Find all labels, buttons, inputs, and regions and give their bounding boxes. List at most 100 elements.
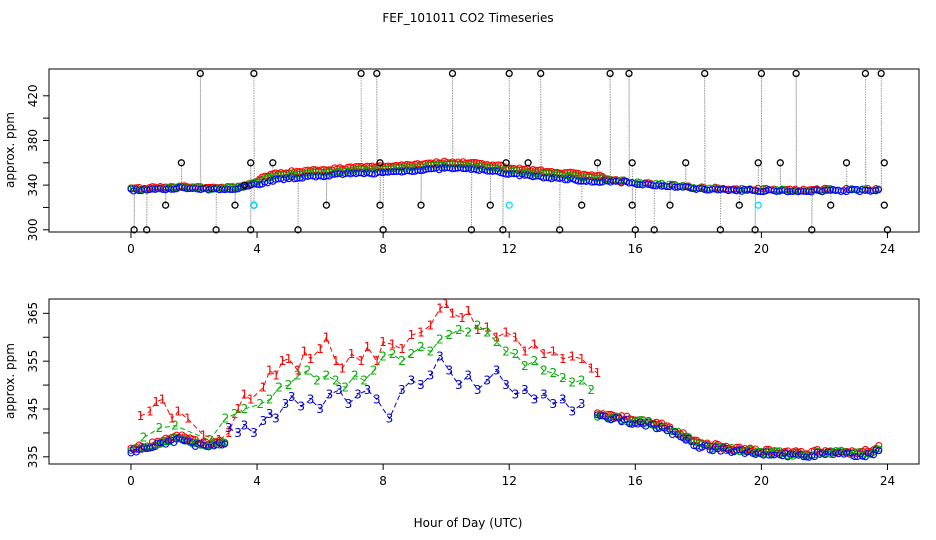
bottom-point-label-1: 1 — [247, 392, 255, 406]
bottom-point-label-1: 1 — [521, 345, 529, 359]
bottom-point-label-3: 3 — [373, 392, 381, 406]
top-spike-point — [827, 201, 835, 209]
bottom-point-label-3: 3 — [568, 404, 576, 418]
bottom-y-tick-label: 335 — [26, 445, 40, 468]
top-spike-point — [628, 201, 636, 209]
bottom-point-label-1: 1 — [458, 311, 466, 325]
bottom-point-label-3: 3 — [549, 397, 557, 411]
bottom-series-line-1 — [140, 303, 598, 441]
bottom-point-label-1: 1 — [278, 354, 286, 368]
bottom-point-label-2: 2 — [351, 369, 359, 383]
bottom-point-label-1: 1 — [272, 369, 280, 383]
x-axis-label: Hour of Day (UTC) — [414, 516, 523, 530]
bottom-point-label-1: 1 — [285, 352, 293, 366]
bottom-point-label-3: 3 — [398, 383, 406, 397]
bottom-point-label-1: 1 — [578, 352, 586, 366]
bottom-point-label-3: 3 — [512, 388, 520, 402]
bottom-point-label-3: 3 — [316, 402, 324, 416]
bottom-point-label-2: 2 — [313, 373, 321, 387]
top-spike-point — [880, 159, 888, 167]
top-spike-point — [240, 181, 249, 189]
bottom-point-label-2: 2 — [304, 364, 312, 378]
top-x-tick-label: 12 — [502, 242, 517, 256]
top-spike-point — [322, 201, 331, 209]
bottom-series-line-2 — [143, 324, 592, 441]
bottom-point-label-3: 3 — [259, 414, 267, 428]
top-x-tick-label: 8 — [379, 242, 387, 256]
bottom-point-label-1: 1 — [568, 349, 576, 363]
bottom-point-label-3: 3 — [427, 369, 435, 383]
bottom-point-label-2: 2 — [155, 421, 163, 435]
bottom-point-label-2: 2 — [294, 369, 302, 383]
bottom-point-label-3: 3 — [445, 364, 453, 378]
top-spike-point — [808, 226, 816, 234]
bottom-point-label-1: 1 — [323, 330, 331, 344]
bottom-point-label-1: 1 — [594, 366, 602, 380]
bottom-point-label-1: 1 — [364, 340, 372, 354]
bottom-point-label-3: 3 — [307, 392, 315, 406]
top-point-level-3 — [874, 186, 883, 194]
top-plot-frame — [48, 68, 920, 233]
bottom-point-label-1: 1 — [427, 318, 435, 332]
bottom-x-tick-label: 20 — [754, 474, 769, 488]
top-spike-point — [177, 159, 186, 167]
bottom-y-tick-label: 365 — [26, 302, 40, 325]
bottom-point-label-3: 3 — [408, 373, 416, 387]
top-spike-point — [499, 226, 507, 234]
bottom-point-label-2: 2 — [341, 381, 349, 395]
bottom-point-label-3: 3 — [483, 373, 491, 387]
bottom-point-label-3: 3 — [326, 388, 334, 402]
bottom-point-label-2: 2 — [474, 318, 482, 332]
top-y-axis-label: approx. ppm — [3, 112, 17, 188]
bottom-point-label-2: 2 — [559, 371, 567, 385]
top-spike-point — [701, 69, 709, 78]
bottom-point-label-3: 3 — [288, 390, 296, 404]
bottom-point-label-1: 1 — [234, 402, 242, 416]
bottom-point-label-3: 3 — [272, 412, 280, 426]
bottom-point-label-1: 1 — [483, 321, 491, 335]
top-spike-point — [467, 226, 476, 234]
bottom-point-label-3: 3 — [225, 421, 233, 435]
bottom-x-tick-label: 12 — [502, 474, 517, 488]
bottom-point-label-1: 1 — [389, 337, 397, 351]
top-spike-point — [757, 69, 766, 78]
bottom-point-label-2: 2 — [427, 345, 435, 359]
top-plot-marks — [127, 69, 892, 234]
top-spike-point — [861, 69, 870, 78]
bottom-point-label-2: 2 — [389, 347, 397, 361]
top-flagged-point — [250, 201, 258, 209]
top-spike-point — [682, 159, 690, 167]
bottom-point-label-2: 2 — [512, 347, 520, 361]
top-spike-point — [877, 69, 885, 78]
bottom-point-label-1: 1 — [379, 335, 387, 349]
bottom-point-label-3: 3 — [559, 392, 567, 406]
bottom-point-label-3: 3 — [493, 364, 501, 378]
top-spike-point — [666, 201, 674, 209]
bottom-point-label-1: 1 — [442, 297, 450, 311]
top-raw-line — [130, 73, 884, 230]
bottom-point-label-3: 3 — [502, 378, 510, 392]
bottom-point-label-1: 1 — [398, 342, 406, 356]
top-spike-point — [606, 69, 614, 78]
top-spike-point — [650, 226, 658, 234]
bottom-point-label-1: 1 — [373, 354, 381, 368]
bottom-point-label-2: 2 — [408, 347, 416, 361]
top-spike-point — [448, 69, 457, 78]
bottom-point-label-1: 1 — [168, 412, 176, 426]
bottom-point-label-2: 2 — [256, 397, 264, 411]
top-spike-point — [376, 201, 384, 209]
top-spike-point — [486, 201, 494, 209]
bottom-point-label-1: 1 — [587, 361, 595, 375]
top-spike-point — [716, 226, 725, 234]
bottom-point-label-1: 1 — [225, 426, 233, 440]
bottom-point-label-2: 2 — [206, 433, 214, 447]
top-spike-point — [373, 69, 381, 78]
bottom-point-label-1: 1 — [348, 347, 356, 361]
top-spike-point — [196, 69, 204, 78]
bottom-point-label-2: 2 — [222, 412, 230, 426]
top-flagged-point — [754, 201, 762, 209]
top-spike-point — [735, 201, 743, 209]
bottom-point-label-1: 1 — [417, 326, 425, 340]
